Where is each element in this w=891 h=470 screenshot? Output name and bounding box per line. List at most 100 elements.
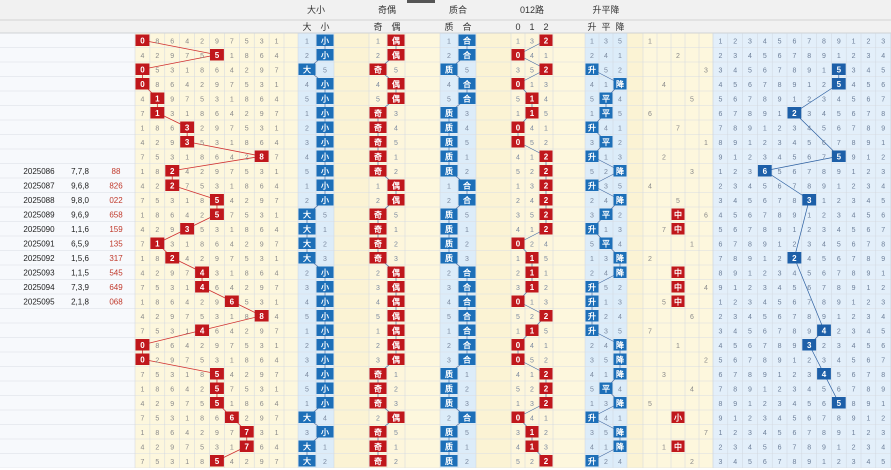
right-miss-count: 4	[718, 82, 722, 89]
draw-numbers: 6,5,9	[71, 240, 89, 249]
trend-miss-count: 4	[590, 372, 594, 379]
digit-miss-count: 3	[260, 343, 264, 350]
right-miss-count: 4	[733, 198, 737, 205]
right-miss-count: 5	[837, 241, 841, 248]
right-miss-count: 5	[763, 53, 767, 60]
trend-miss-count: 3	[618, 154, 622, 161]
digit-miss-count: 4	[140, 314, 144, 321]
header-group-title: 大小	[307, 4, 325, 15]
right-digit-miss: 1	[704, 140, 708, 147]
digit-miss-count: 3	[170, 198, 174, 205]
prime-hit	[440, 440, 458, 452]
right-hit-label: 2	[792, 254, 797, 263]
digit-hit-label: 2	[170, 181, 175, 190]
size-hit	[316, 49, 334, 61]
right-miss-count: 9	[852, 285, 856, 292]
digit-miss-count: 4	[185, 299, 189, 306]
right-miss-count: 3	[881, 169, 885, 176]
right-miss-count: 6	[778, 314, 782, 321]
parity-hit	[387, 353, 405, 365]
prime-miss-count: 4	[447, 299, 451, 306]
route-miss-count: 1	[530, 154, 534, 161]
right-miss-count: 3	[763, 154, 767, 161]
right-miss-count: 3	[852, 459, 856, 466]
digit-miss-count: 3	[170, 328, 174, 335]
parity-hit-label: 奇	[374, 383, 382, 393]
route-hit-label: 2	[544, 457, 549, 466]
prime-hit	[440, 455, 458, 467]
prime-miss-count: 2	[465, 169, 469, 176]
route-hit	[511, 78, 525, 90]
digit-miss-count: 8	[200, 415, 204, 422]
right-digit-miss: 3	[704, 67, 708, 74]
prime-miss-count: 1	[465, 227, 469, 234]
trend-hit-label: 平	[602, 109, 610, 118]
trend-hit-label: 平	[602, 384, 610, 393]
right-miss-count: 8	[748, 111, 752, 118]
trend-miss-count: 2	[604, 459, 608, 466]
digit-miss-count: 4	[275, 444, 279, 451]
digit-miss-count: 9	[260, 372, 264, 379]
digit-miss-count: 2	[200, 38, 204, 45]
digit-miss-count: 6	[260, 270, 264, 277]
right-miss-count: 5	[718, 357, 722, 364]
digit-hit-label: 7	[245, 428, 250, 437]
digit-miss-count: 6	[260, 183, 264, 190]
trend-miss-count: 3	[590, 140, 594, 147]
size-hit-label: 大	[303, 238, 311, 248]
digit-miss-count: 2	[155, 357, 159, 364]
size-hit-label: 小	[320, 35, 329, 45]
trend-hit-label: 降	[616, 354, 625, 364]
route-hit-label: 2	[544, 167, 549, 176]
digit-miss-count: 4	[185, 386, 189, 393]
trend-miss-count: 5	[618, 38, 622, 45]
parity-hit-label: 偶	[392, 180, 400, 190]
size-hit	[316, 121, 334, 133]
right-miss-count: 3	[718, 328, 722, 335]
digit-miss-count: 8	[155, 169, 159, 176]
digit-miss-count: 9	[215, 343, 219, 350]
right-miss-count: 3	[733, 444, 737, 451]
right-miss-count: 3	[852, 67, 856, 74]
digit-hit-label: 1	[155, 239, 160, 248]
trend-miss-count: 2	[590, 343, 594, 350]
right-miss-count: 1	[748, 401, 752, 408]
trend-miss-count: 4	[604, 343, 608, 350]
parity-hit	[387, 295, 405, 307]
digit-miss-count: 5	[245, 212, 249, 219]
right-miss-count: 5	[733, 343, 737, 350]
right-miss-count: 6	[881, 82, 885, 89]
size-hit	[316, 339, 334, 351]
prime-hit	[440, 252, 458, 264]
right-miss-count: 4	[852, 343, 856, 350]
right-miss-count: 7	[792, 183, 796, 190]
right-miss-count: 2	[852, 53, 856, 60]
route-miss-count: 3	[516, 285, 520, 292]
right-miss-count: 4	[748, 444, 752, 451]
prime-hit-label: 质	[445, 151, 453, 161]
trend-hit-label: 升	[588, 311, 596, 321]
prime-hit-label: 质	[445, 122, 453, 132]
trend-miss-count: 4	[604, 53, 608, 60]
route-hit	[525, 324, 539, 336]
digit-miss-count: 9	[215, 82, 219, 89]
digit-miss-count: 5	[155, 198, 159, 205]
parity-hit	[369, 237, 387, 249]
parity-miss-count: 2	[394, 386, 398, 393]
digit-trend-line	[187, 141, 262, 157]
prime-hit-label: 合	[462, 50, 472, 60]
digit-miss-count: 1	[185, 241, 189, 248]
size-zone-hit-label: 中	[674, 267, 682, 277]
right-miss-count: 1	[852, 38, 856, 45]
right-miss-count: 7	[837, 140, 841, 147]
right-miss-count: 6	[778, 183, 782, 190]
right-miss-count: 4	[778, 154, 782, 161]
right-miss-count: 6	[852, 372, 856, 379]
digit-miss-count: 6	[215, 154, 219, 161]
digit-miss-count: 3	[215, 270, 219, 277]
digit-hit	[180, 223, 195, 235]
trend-hit	[613, 368, 627, 380]
size-hit	[316, 310, 334, 322]
right-miss-count: 8	[763, 357, 767, 364]
size-miss-count: 1	[305, 328, 309, 335]
